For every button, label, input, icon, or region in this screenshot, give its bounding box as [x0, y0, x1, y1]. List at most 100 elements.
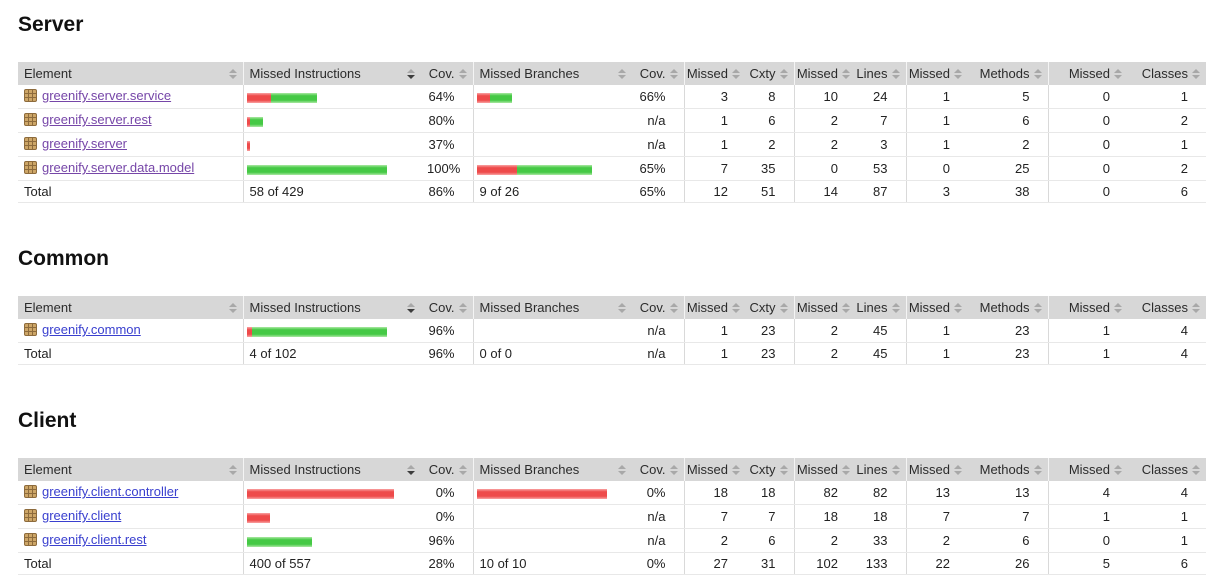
package-link[interactable]: greenify.client.rest: [42, 532, 147, 547]
column-header-classes-12[interactable]: Classes: [1128, 458, 1206, 481]
column-header-missed-5[interactable]: Missed: [683, 62, 746, 85]
sort-down-arrow: [954, 74, 962, 79]
package-link[interactable]: greenify.server.rest: [42, 112, 152, 127]
coverage-bar: [246, 536, 312, 547]
column-header-missed-5[interactable]: Missed: [683, 458, 746, 481]
column-header-methods-10[interactable]: Methods: [968, 62, 1048, 85]
column-header-missed-7[interactable]: Missed: [793, 296, 856, 319]
column-header-cxty-6[interactable]: Cxty: [746, 62, 794, 85]
package-icon: [24, 113, 37, 129]
column-header-element-0[interactable]: Element: [18, 458, 243, 481]
coverage-bar: [246, 164, 387, 175]
total-instructions-cell: 58 of 429: [242, 180, 421, 203]
sort-up-arrow: [954, 68, 962, 73]
column-header-cov--4[interactable]: Cov.: [632, 458, 684, 481]
column-header-missed-branches-3[interactable]: Missed Branches: [472, 62, 632, 85]
sort-down-arrow: [954, 470, 962, 475]
column-header-label: Methods: [979, 66, 1030, 81]
sort-up-arrow: [842, 302, 850, 307]
column-header-missed-instructions-1[interactable]: Missed Instructions: [242, 296, 421, 319]
sort-icon: [779, 302, 788, 313]
column-header-label: Missed: [686, 66, 728, 81]
total-counter-cell: 12: [683, 180, 746, 203]
coverage-table-server: Element Missed Instructions Cov. Missed Bra…: [18, 62, 1206, 203]
column-header-missed-9[interactable]: Missed: [905, 62, 968, 85]
counter-cell: 0: [1047, 528, 1128, 553]
column-header-element-0[interactable]: Element: [18, 296, 243, 319]
counter-cell: 35: [746, 156, 794, 181]
column-header-missed-branches-3[interactable]: Missed Branches: [472, 458, 632, 481]
package-link[interactable]: greenify.server: [42, 136, 128, 151]
column-header-missed-branches-3[interactable]: Missed Branches: [472, 296, 632, 319]
counter-cell: 45: [856, 319, 906, 343]
sort-up-arrow: [779, 68, 788, 73]
column-header-lines-8[interactable]: Lines: [856, 62, 906, 85]
column-header-cov--2[interactable]: Cov.: [421, 296, 473, 319]
sort-icon: [891, 302, 900, 313]
package-link[interactable]: greenify.server.service: [42, 88, 172, 103]
sort-up-arrow: [1033, 302, 1042, 307]
package-link[interactable]: greenify.server.data.model: [42, 160, 195, 175]
column-header-missed-7[interactable]: Missed: [793, 62, 856, 85]
column-header-missed-9[interactable]: Missed: [905, 296, 968, 319]
column-header-lines-8[interactable]: Lines: [856, 458, 906, 481]
column-header-label: Classes: [1141, 462, 1188, 477]
sort-down-arrow: [407, 74, 415, 79]
column-header-missed-7[interactable]: Missed: [793, 458, 856, 481]
sort-down-arrow: [228, 470, 237, 475]
column-header-lines-8[interactable]: Lines: [856, 296, 906, 319]
column-header-cov--4[interactable]: Cov.: [632, 296, 684, 319]
column-header-cov--2[interactable]: Cov.: [421, 458, 473, 481]
column-header-missed-11[interactable]: Missed: [1047, 458, 1128, 481]
counter-cell: 2: [746, 132, 794, 157]
total-counter-cell: 27: [683, 552, 746, 575]
column-header-missed-instructions-1[interactable]: Missed Instructions: [242, 458, 421, 481]
column-header-label: Methods: [979, 462, 1030, 477]
sort-icon: [954, 302, 962, 313]
package-link[interactable]: greenify.client.controller: [42, 484, 179, 499]
sort-icon: [618, 464, 626, 475]
counter-cell: 7: [683, 156, 746, 181]
missed-branches-bar-cell: [472, 85, 632, 109]
package-icon: [24, 509, 37, 525]
sort-up-arrow: [407, 464, 415, 469]
total-counter-cell: 133: [856, 552, 906, 575]
column-header-missed-instructions-1[interactable]: Missed Instructions: [242, 62, 421, 85]
sort-up-arrow: [842, 464, 850, 469]
sort-up-arrow: [732, 464, 740, 469]
column-header-missed-5[interactable]: Missed: [683, 296, 746, 319]
counter-cell: 4: [1128, 481, 1206, 505]
element-cell: greenify.server.rest: [18, 108, 243, 133]
column-header-cxty-6[interactable]: Cxty: [746, 296, 794, 319]
sort-down-arrow: [1192, 470, 1200, 475]
counter-cell: 1: [1128, 504, 1206, 529]
table-row: greenify.server 37% n/a 1 2 2 3 1 2 0 1: [18, 132, 1206, 157]
column-header-missed-9[interactable]: Missed: [905, 458, 968, 481]
sort-down-arrow: [669, 308, 678, 313]
sort-up-arrow: [1033, 68, 1042, 73]
counter-cell: 4: [1128, 319, 1206, 343]
sort-icon: [842, 302, 850, 313]
column-header-missed-11[interactable]: Missed: [1047, 296, 1128, 319]
sort-down-arrow: [1114, 74, 1122, 79]
sort-down-arrow: [779, 74, 788, 79]
column-header-element-0[interactable]: Element: [18, 62, 243, 85]
column-header-cxty-6[interactable]: Cxty: [746, 458, 794, 481]
counter-cell: 0: [905, 156, 968, 181]
column-header-label: Element: [24, 462, 72, 477]
column-header-cov--2[interactable]: Cov.: [421, 62, 473, 85]
column-header-methods-10[interactable]: Methods: [968, 458, 1048, 481]
package-link[interactable]: greenify.common: [42, 322, 141, 337]
sort-icon: [458, 464, 467, 475]
counter-cell: 1: [1047, 319, 1128, 343]
branch-coverage-cell: n/a: [632, 528, 684, 553]
missed-instructions-bar-cell: [242, 132, 421, 157]
package-link[interactable]: greenify.client: [42, 508, 122, 523]
missed-branches-bar-cell: [472, 504, 632, 529]
column-header-classes-12[interactable]: Classes: [1128, 296, 1206, 319]
column-header-methods-10[interactable]: Methods: [968, 296, 1048, 319]
branch-coverage-cell: 66%: [632, 85, 684, 109]
column-header-classes-12[interactable]: Classes: [1128, 62, 1206, 85]
column-header-missed-11[interactable]: Missed: [1047, 62, 1128, 85]
column-header-cov--4[interactable]: Cov.: [632, 62, 684, 85]
